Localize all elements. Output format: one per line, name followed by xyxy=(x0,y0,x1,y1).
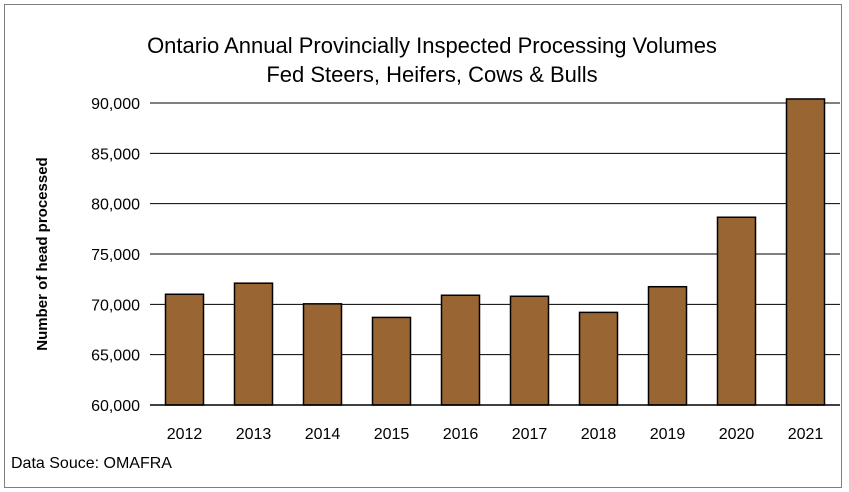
x-tick-label: 2012 xyxy=(167,426,203,443)
bar-2014 xyxy=(302,303,343,406)
chart-frame xyxy=(4,4,842,488)
x-tick-label: 2017 xyxy=(512,426,548,443)
chart-title-line-2: Fed Steers, Heifers, Cows & Bulls xyxy=(266,62,597,87)
bar-2021 xyxy=(785,98,826,406)
bar-2016 xyxy=(440,294,481,406)
bar-2018 xyxy=(578,311,619,406)
bar-2017 xyxy=(509,295,550,406)
y-tick-label: 90,000 xyxy=(91,96,140,113)
y-tick-label: 65,000 xyxy=(91,348,140,365)
x-tick-label: 2013 xyxy=(236,426,272,443)
bar-2019 xyxy=(647,285,688,406)
y-tick-label: 85,000 xyxy=(91,146,140,163)
y-tick-label: 70,000 xyxy=(91,297,140,314)
bar-2012 xyxy=(164,293,205,406)
bars xyxy=(164,98,826,406)
y-tick-label: 80,000 xyxy=(91,197,140,214)
y-axis-title: Number of head processed xyxy=(34,157,51,350)
x-tick-label: 2015 xyxy=(374,426,410,443)
x-tick-label: 2014 xyxy=(305,426,341,443)
bar-2015 xyxy=(371,316,412,406)
x-tick-labels: 2012 2013 2014 2015 2016 2017 2018 2019 2020 2021 xyxy=(167,426,824,443)
data-source-note: Data Souce: OMAFRA xyxy=(11,455,172,472)
x-tick-label: 2021 xyxy=(788,426,824,443)
x-tick-label: 2016 xyxy=(443,426,479,443)
chart-title-line-1: Ontario Annual Provincially Inspected Pr… xyxy=(147,33,717,58)
x-tick-label: 2020 xyxy=(719,426,755,443)
x-tick-label: 2019 xyxy=(650,426,686,443)
y-tick-label: 75,000 xyxy=(91,247,140,264)
x-tick-label: 2018 xyxy=(581,426,617,443)
y-tick-labels: 60,000 65,000 70,000 75,000 80,000 85,000 90,0… xyxy=(91,96,140,415)
bar-2013 xyxy=(233,282,274,406)
bar-2020 xyxy=(716,216,757,406)
y-tick-label: 60,000 xyxy=(91,398,140,415)
